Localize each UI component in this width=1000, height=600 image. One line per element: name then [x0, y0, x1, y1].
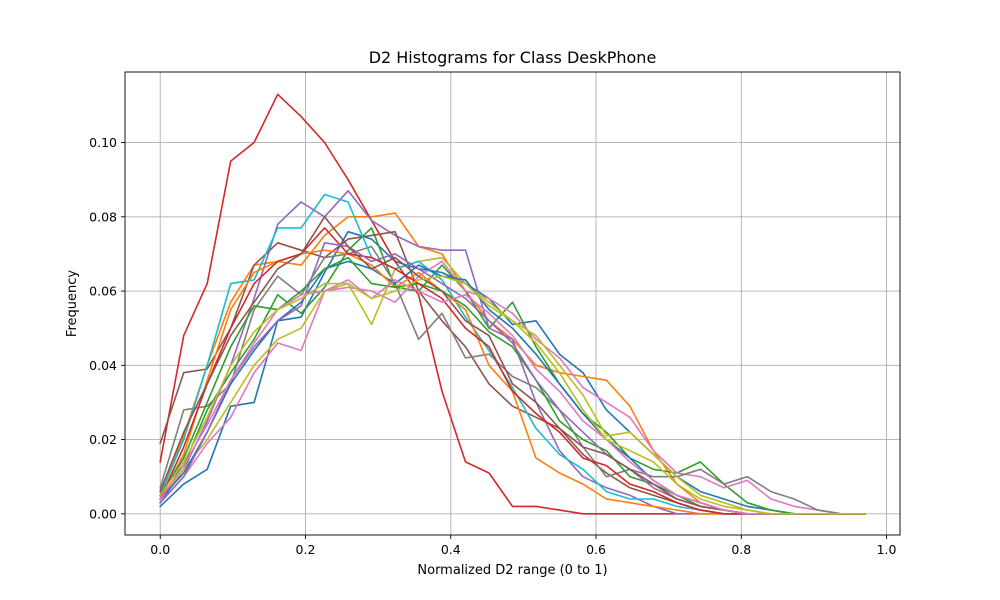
x-tick-label: 0.6 — [586, 542, 606, 557]
x-axis: 0.0 0.2 0.4 0.6 0.8 1.0 — [150, 535, 897, 557]
y-tick-label: 0.10 — [89, 135, 117, 150]
series-line-10 — [159, 193, 866, 515]
series-line-6 — [159, 230, 866, 515]
x-tick-label: 0.8 — [731, 542, 751, 557]
x-tick-label: 0.0 — [150, 542, 170, 557]
series-line-14 — [159, 227, 866, 515]
series-line-13 — [159, 256, 866, 515]
x-tick-label: 0.4 — [441, 542, 461, 557]
y-tick-label: 0.08 — [89, 209, 117, 224]
y-tick-label: 0.04 — [89, 358, 117, 373]
series-line-12 — [159, 249, 866, 515]
x-tick-label: 1.0 — [877, 542, 897, 557]
series-line-4 — [159, 93, 866, 515]
y-tick-label: 0.02 — [89, 432, 117, 447]
series-line-15 — [159, 242, 866, 515]
chart-title: D2 Histograms for Class DeskPhone — [369, 48, 657, 67]
series-line-3 — [159, 227, 866, 515]
x-axis-label: Normalized D2 range (0 to 1) — [417, 563, 607, 578]
series-line-7 — [159, 260, 866, 515]
series-line-1 — [159, 230, 866, 515]
plot-area — [159, 93, 866, 515]
series-line-9 — [159, 256, 866, 515]
series-line-17 — [159, 279, 866, 515]
axes-frame — [124, 71, 901, 536]
series-line-18 — [159, 275, 866, 515]
x-tick-label: 0.2 — [296, 542, 316, 557]
y-axis: 0.00 0.02 0.04 0.06 0.08 0.10 — [89, 135, 125, 521]
series-line-8 — [159, 245, 866, 515]
y-axis-label: Frequency — [65, 270, 80, 337]
y-tick-label: 0.06 — [89, 284, 117, 299]
y-tick-label: 0.00 — [89, 506, 117, 521]
